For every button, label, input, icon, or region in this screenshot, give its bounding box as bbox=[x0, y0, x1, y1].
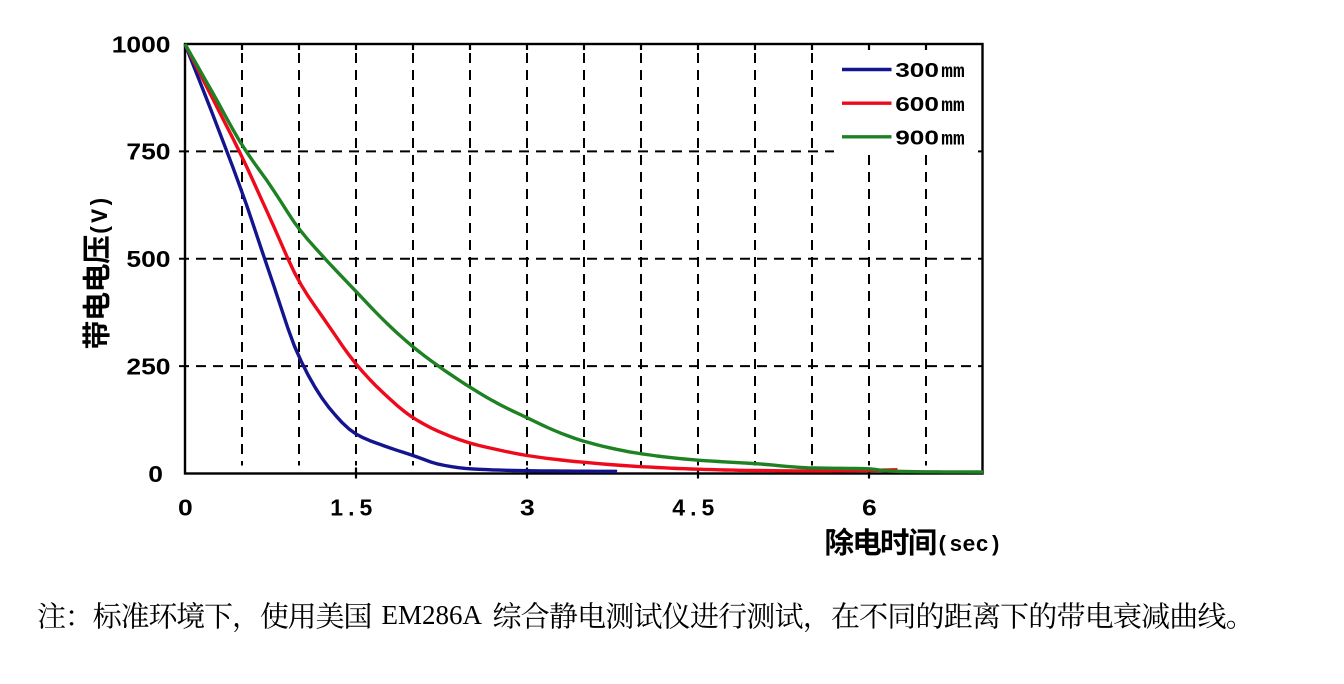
svg-text:4.5: 4.5 bbox=[672, 495, 719, 521]
svg-text:0: 0 bbox=[178, 496, 193, 521]
svg-text:EM286A: EM286A bbox=[382, 600, 483, 630]
svg-text:6: 6 bbox=[862, 496, 877, 521]
svg-text:mm: mm bbox=[941, 61, 964, 83]
svg-text:mm: mm bbox=[941, 95, 964, 117]
svg-text:3: 3 bbox=[520, 496, 535, 521]
svg-text:750: 750 bbox=[126, 140, 170, 165]
svg-text:(V): (V) bbox=[88, 195, 114, 236]
svg-text:300: 300 bbox=[895, 59, 939, 81]
svg-text:(sec): (sec) bbox=[936, 533, 1002, 558]
svg-text:1.5: 1.5 bbox=[330, 495, 377, 521]
svg-text:500: 500 bbox=[126, 248, 170, 273]
svg-text:1000: 1000 bbox=[112, 33, 171, 58]
svg-text:mm: mm bbox=[941, 129, 964, 151]
svg-text:0: 0 bbox=[148, 462, 163, 487]
svg-text:250: 250 bbox=[126, 355, 170, 380]
svg-text:900: 900 bbox=[895, 127, 939, 149]
svg-text:600: 600 bbox=[895, 93, 939, 115]
